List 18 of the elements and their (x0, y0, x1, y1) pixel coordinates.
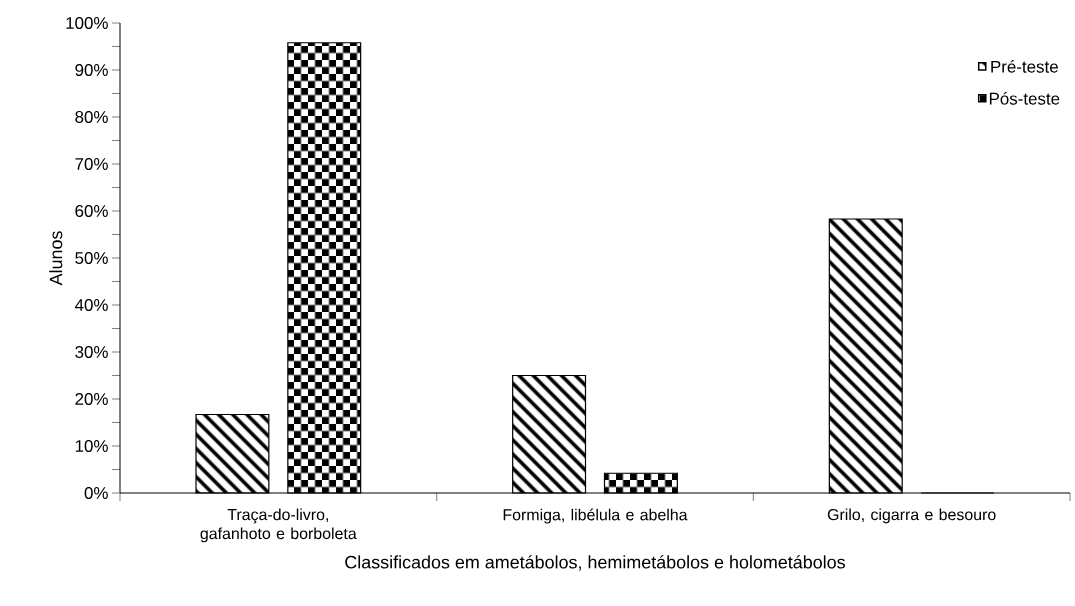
x-tick-label: Formiga, libélula e abelha (503, 508, 688, 524)
x-tick-label: Grilo, cigarra e besouro (827, 508, 996, 524)
y-tick-label: 10% (75, 440, 108, 452)
y-tick-label: 100% (66, 17, 108, 29)
y-tick-label: 60% (75, 205, 108, 217)
y-tick-label: 90% (75, 64, 108, 76)
y-tick-label: 80% (75, 111, 108, 123)
y-tick-label: 40% (74, 299, 108, 311)
y-tick-label: 50% (75, 252, 108, 264)
y-tick-label: 0% (84, 487, 108, 499)
text: Pré-teste (991, 60, 1058, 73)
y-tick-label: 70% (75, 158, 108, 170)
y-tick-label: 20% (75, 393, 108, 405)
text: Pós-teste (989, 92, 1060, 105)
x-tick-label: Traça-do-livro, gafanhoto e borboleta (200, 508, 357, 543)
x-axis-title: Classificados em ametábolos, hemimetábolos e holometábolos (345, 555, 845, 571)
y-tick-label: 30% (75, 346, 108, 358)
y-axis-title: Alunos (49, 231, 63, 286)
